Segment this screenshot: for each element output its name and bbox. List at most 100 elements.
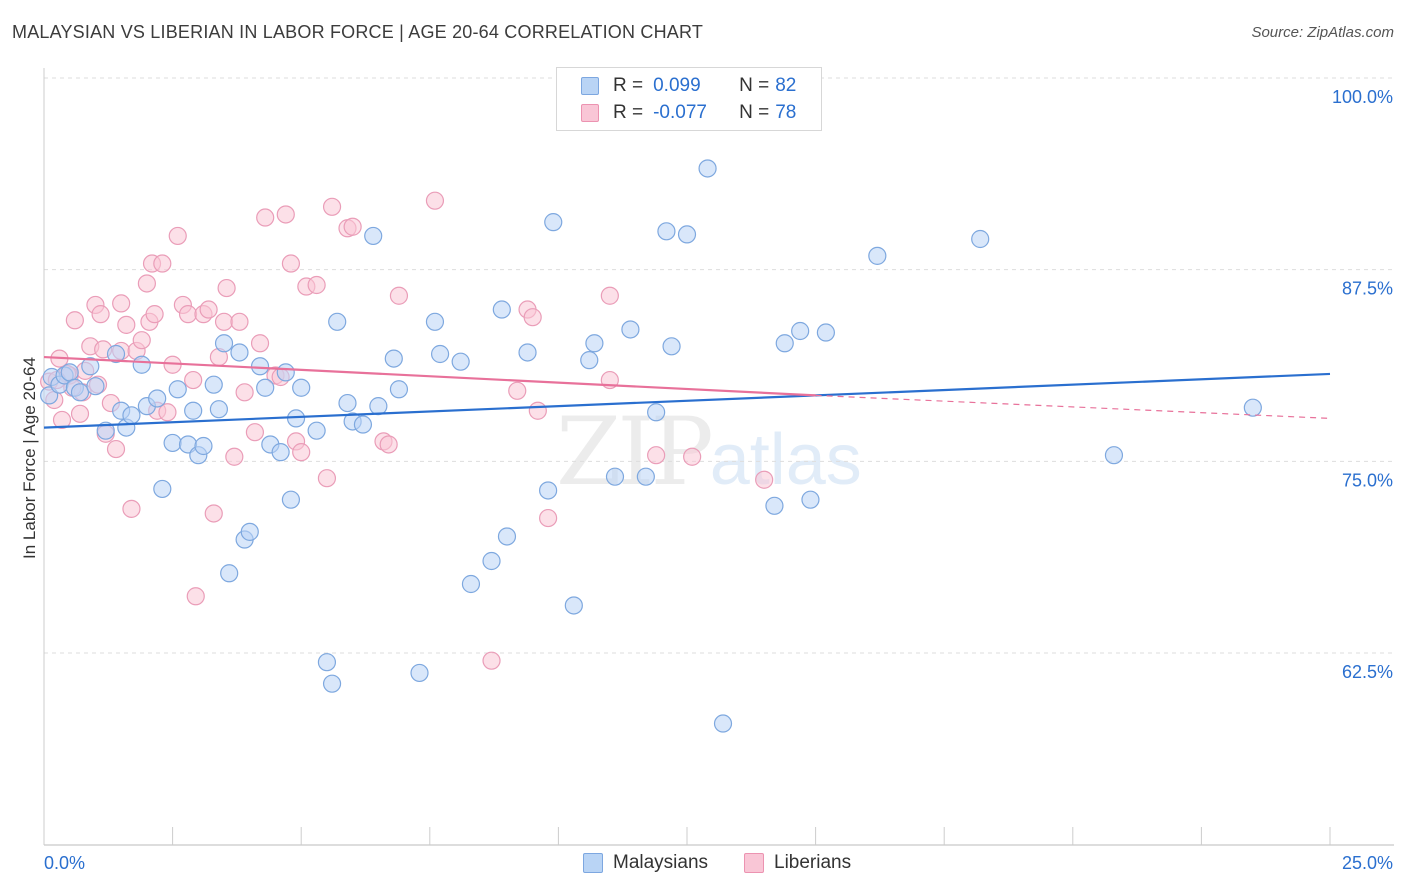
axes [43,68,1394,846]
malaysians-point [240,522,259,541]
malaysians-point [317,653,337,672]
n-label: N = [739,75,770,96]
r-label: R = [613,102,644,123]
malaysians-point [621,320,640,339]
malaysians-point [585,334,604,353]
malaysians-point [364,226,383,246]
liberians-point [230,312,249,331]
malaysians-point [271,443,290,462]
series-legend: Malaysians Liberians [0,852,1406,876]
malaysians-point [775,334,794,353]
malaysians-point [677,225,697,244]
malaysians-point [461,574,481,594]
liberians-point [112,294,131,313]
liberians-point [256,208,275,227]
n-value: 78 [775,102,797,123]
y-tick-label: 100.0% [1332,87,1393,107]
malaysians-point [451,352,470,371]
liberians-point [245,423,265,442]
liberians-point [91,305,110,324]
malaysians-point [250,357,270,376]
liberians-point [317,469,337,488]
malaysians-point [539,481,558,500]
liberians-trend-extension [815,394,1331,419]
liberians-point [122,499,141,518]
pink-swatch-icon [581,104,599,122]
liberians-point [389,286,409,305]
malaysians-point [96,421,115,440]
malaysians-point [214,334,234,353]
malaysians-point [292,378,311,397]
legend-item-liberians[interactable]: Liberians [744,852,851,874]
malaysians-point [580,351,599,370]
malaysians-point [791,321,810,341]
malaysians-point [81,357,100,376]
n-value: 82 [775,75,797,96]
malaysians-point [276,363,295,382]
malaysians-point [163,433,182,453]
liberians-point [145,305,164,324]
tick-labels: 100.0% 87.5% 75.0% 62.5% 0.0% 25.0% [44,87,1393,873]
liberians-point [153,254,172,273]
malaysians-point [184,401,203,420]
malaysians-point [230,343,249,362]
liberians-point [184,370,203,390]
liberians-point [539,508,558,528]
liberians-points [40,191,774,670]
r-value: -0.077 [653,102,707,123]
malaysians-point [194,436,213,456]
liberians-point [683,447,702,466]
n-label: N = [739,102,770,123]
malaysians-point [256,378,275,397]
r-value: 0.099 [653,75,701,96]
liberians-point [528,401,547,420]
blue-swatch-icon [583,853,603,873]
malaysians-point [307,421,326,440]
malaysians-trend-line [43,372,1331,429]
malaysians-point [70,383,90,402]
liberians-point [117,315,136,334]
legend-row-liberians: R = -0.077 N = 78 [581,101,796,125]
malaysians-point [1104,446,1124,465]
watermark: ZIPatlas [556,398,862,507]
liberians-point [235,383,254,402]
malaysians-point [647,403,666,422]
malaysians-point [425,312,445,331]
malaysians-point [518,343,537,362]
trend-lines [43,355,1331,429]
liberians-point [343,217,362,236]
malaysians-point [410,663,429,683]
liberians-point [322,197,342,216]
malaysians-point [369,397,388,416]
malaysians-point [384,349,403,368]
malaysians-point [430,344,450,364]
malaysians-point [971,229,990,249]
x-tick-label-min: 0.0% [44,853,85,873]
malaysians-point [338,393,357,413]
malaysians-point [204,375,223,394]
y-tick-label: 62.5% [1342,662,1393,682]
pink-swatch-icon [744,853,764,873]
malaysians-point [122,406,141,425]
malaysians-point [281,490,301,509]
liberians-point [379,435,398,454]
malaysians-point [868,246,887,265]
malaysians-point [209,400,228,419]
liberians-point [204,504,223,523]
malaysians-point [605,467,625,486]
malaysians-point [657,222,676,241]
malaysians-point [636,467,655,486]
r-label: R = [613,75,644,96]
malaysians-point [564,596,583,615]
liberians-point [186,587,205,606]
liberians-point [65,311,84,330]
malaysians-point [662,337,681,356]
chart-title: MALAYSIAN VS LIBERIAN IN LABOR FORCE | A… [12,22,704,42]
liberians-point [217,278,236,298]
malaysians-points [40,159,1262,733]
blue-swatch-icon [581,77,599,95]
legend-item-malaysians[interactable]: Malaysians [583,852,708,874]
malaysians-point [322,674,342,693]
liberians-point [250,334,270,353]
